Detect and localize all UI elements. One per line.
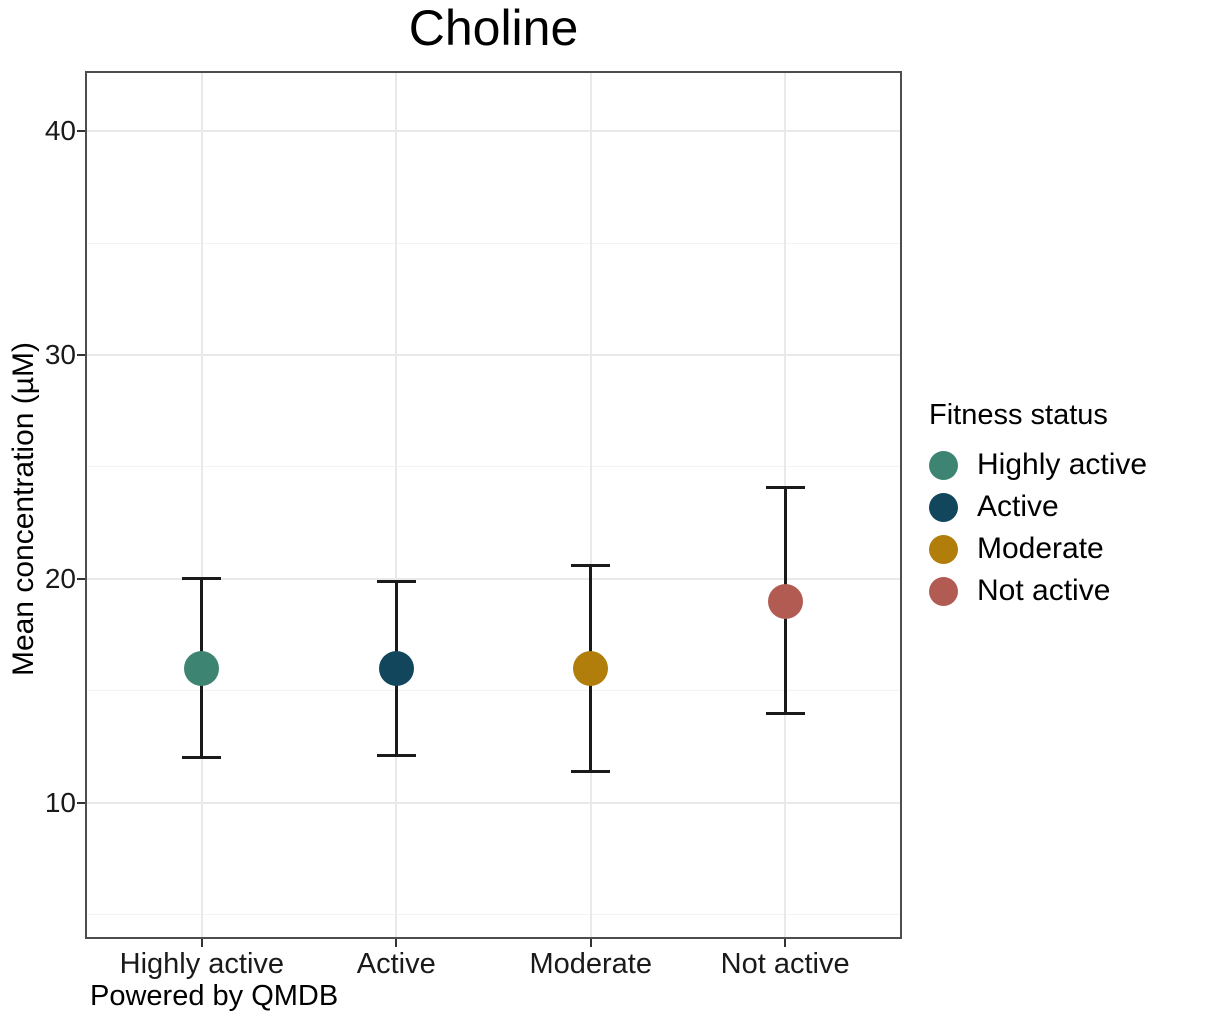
y-axis-tick <box>77 130 85 133</box>
major-gridline <box>85 354 902 357</box>
legend-label: Active <box>977 490 1059 523</box>
x-axis-tick <box>589 939 592 947</box>
legend-key-active-icon <box>929 492 958 522</box>
legend-entries: Highly active Active Moderate Not active <box>929 444 1147 612</box>
error-bar-cap-upper <box>765 485 805 489</box>
x-axis-tick <box>395 939 398 947</box>
minor-gridline <box>85 466 902 468</box>
data-point <box>378 650 414 686</box>
error-bar-cap-upper <box>571 563 611 567</box>
y-axis-tick <box>77 577 85 580</box>
major-gridline <box>85 130 902 133</box>
minor-gridline <box>85 690 902 692</box>
category-gridline <box>200 71 203 939</box>
minor-gridline <box>85 242 902 244</box>
minor-gridline <box>85 913 902 915</box>
chart-title: Choline <box>408 0 579 56</box>
y-axis-tick-label: 10 <box>44 786 76 818</box>
x-axis-tick-label: Not active <box>720 948 850 980</box>
y-axis-tick <box>77 354 85 357</box>
category-gridline <box>589 71 592 939</box>
y-axis-tick <box>77 801 85 804</box>
x-axis-tick <box>200 939 203 947</box>
legend-key-not-active-icon <box>929 576 958 606</box>
error-bar-cap-lower <box>182 756 222 760</box>
legend-key-highly-active-icon <box>929 450 958 480</box>
category-gridline <box>395 71 398 939</box>
legend-label: Not active <box>977 574 1111 607</box>
data-point <box>184 650 220 686</box>
error-bar-cap-lower <box>376 754 416 758</box>
major-gridline <box>85 577 902 580</box>
data-point <box>573 650 609 686</box>
legend-entry: Highly active <box>929 444 1147 486</box>
error-bar-cap-lower <box>571 769 611 773</box>
x-axis-tick-label: Active <box>356 948 436 980</box>
legend-entry: Moderate <box>929 528 1147 570</box>
legend-label: Highly active <box>977 448 1148 481</box>
legend-title: Fitness status <box>929 399 1108 431</box>
error-bar-cap-lower <box>765 711 805 715</box>
legend-entry: Not active <box>929 570 1147 612</box>
major-gridline <box>85 801 902 804</box>
y-axis-tick-label: 20 <box>44 562 76 594</box>
caption-powered-by: Powered by QMDB <box>90 980 339 1012</box>
y-axis-tick-label: 40 <box>44 115 76 147</box>
data-point <box>767 583 803 619</box>
x-axis-tick-label: Highly active <box>119 948 285 980</box>
legend: Fitness status Highly active Active Modera… <box>929 398 1147 612</box>
legend-entry: Active <box>929 486 1147 528</box>
x-axis-tick-label: Moderate <box>529 948 652 980</box>
y-axis-tick-label: 30 <box>44 339 76 371</box>
legend-key-moderate-icon <box>929 534 958 564</box>
error-bar-cap-upper <box>376 579 416 583</box>
plot-panel <box>85 71 902 939</box>
error-bar-cap-upper <box>182 577 222 581</box>
x-axis-tick <box>784 939 787 947</box>
legend-label: Moderate <box>977 532 1104 565</box>
